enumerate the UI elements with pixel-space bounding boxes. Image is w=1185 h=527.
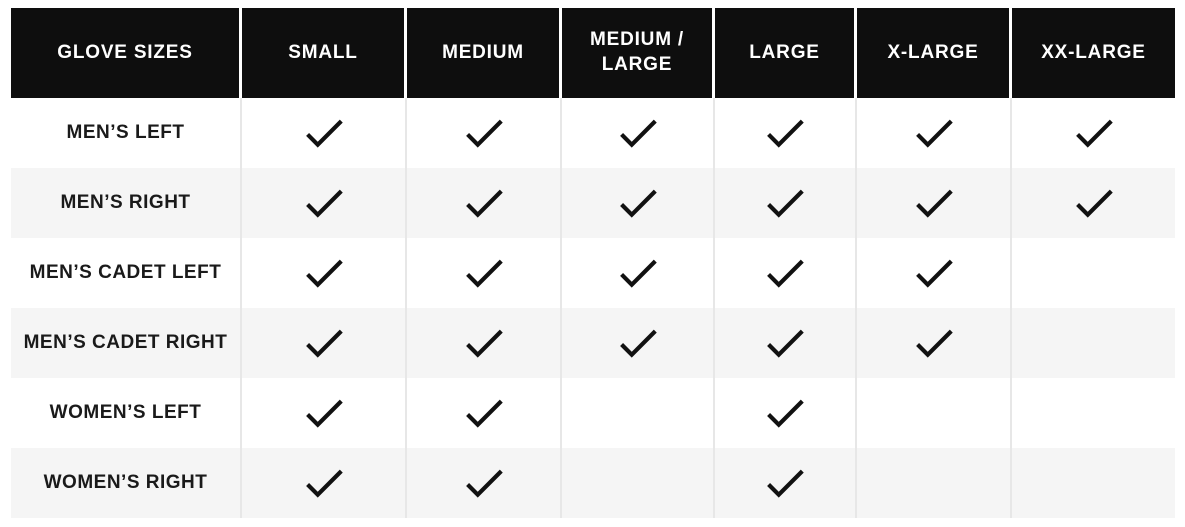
cell-womens-right-medium-large: [562, 448, 715, 518]
check-icon: [915, 119, 953, 148]
check-icon: [767, 399, 804, 428]
cell-mens-left-medium: [407, 98, 562, 168]
check-icon: [465, 259, 503, 288]
check-icon: [305, 469, 343, 498]
cell-mens-right-x-large: [857, 168, 1012, 238]
check-icon: [465, 329, 503, 358]
cell-womens-left-small: [242, 378, 407, 448]
check-icon: [1075, 119, 1113, 148]
cell-mens-cadet-left-small: [242, 238, 407, 308]
check-icon: [305, 399, 343, 428]
header-cell-small: SMALL: [242, 8, 407, 98]
row-label-mens-right: MEN’S RIGHT: [11, 168, 242, 238]
row-label-text: WOMEN’S LEFT: [49, 402, 202, 423]
cell-mens-cadet-left-xx-large: [1012, 238, 1175, 308]
cell-mens-right-medium-large: [562, 168, 715, 238]
row-label-text: MEN’S RIGHT: [60, 192, 191, 213]
check-icon: [767, 119, 804, 148]
cell-mens-left-medium-large: [562, 98, 715, 168]
header-cell-medium-large: MEDIUM / LARGE: [562, 8, 715, 98]
check-icon: [767, 329, 804, 358]
cell-mens-left-x-large: [857, 98, 1012, 168]
cell-womens-right-x-large: [857, 448, 1012, 518]
check-icon: [465, 399, 503, 428]
header-label-medium-large: MEDIUM / LARGE: [589, 29, 684, 75]
cell-mens-cadet-left-medium-large: [562, 238, 715, 308]
row-label-text: WOMEN’S RIGHT: [43, 472, 208, 493]
check-icon: [305, 329, 343, 358]
row-label-text: MEN’S CADET RIGHT: [23, 332, 228, 353]
header-label-large: LARGE: [749, 41, 820, 63]
header-label-x-large: X-LARGE: [887, 41, 979, 63]
check-icon: [619, 189, 657, 218]
check-icon: [767, 259, 804, 288]
header-label-small: SMALL: [288, 41, 358, 63]
header-cell-large: LARGE: [715, 8, 857, 98]
cell-womens-left-x-large: [857, 378, 1012, 448]
cell-womens-left-medium: [407, 378, 562, 448]
cell-womens-left-xx-large: [1012, 378, 1175, 448]
row-label-mens-cadet-right: MEN’S CADET RIGHT: [11, 308, 242, 378]
cell-mens-cadet-right-x-large: [857, 308, 1012, 378]
cell-mens-right-medium: [407, 168, 562, 238]
row-label-text: MEN’S CADET LEFT: [29, 262, 222, 283]
cell-mens-cadet-left-medium: [407, 238, 562, 308]
check-icon: [305, 119, 343, 148]
cell-mens-cadet-right-xx-large: [1012, 308, 1175, 378]
header-cell-xx-large: XX-LARGE: [1012, 8, 1175, 98]
cell-womens-right-small: [242, 448, 407, 518]
check-icon: [767, 189, 804, 218]
row-label-womens-right: WOMEN’S RIGHT: [11, 448, 242, 518]
check-icon: [915, 259, 953, 288]
header-label-xx-large: XX-LARGE: [1041, 41, 1146, 63]
cell-mens-cadet-right-medium-large: [562, 308, 715, 378]
header-cell-glove-sizes: GLOVE SIZES: [11, 8, 242, 98]
cell-womens-left-medium-large: [562, 378, 715, 448]
cell-mens-right-xx-large: [1012, 168, 1175, 238]
header-label-medium: MEDIUM: [442, 41, 524, 63]
row-label-womens-left: WOMEN’S LEFT: [11, 378, 242, 448]
header-label-glove-sizes: GLOVE SIZES: [57, 41, 193, 63]
glove-sizes-table: GLOVE SIZES SMALL MEDIUM MEDIUM / LARGE LARG…: [11, 8, 1175, 518]
check-icon: [915, 189, 953, 218]
header-cell-x-large: X-LARGE: [857, 8, 1012, 98]
check-icon: [1075, 189, 1113, 218]
cell-womens-right-medium: [407, 448, 562, 518]
cell-mens-left-xx-large: [1012, 98, 1175, 168]
check-icon: [305, 259, 343, 288]
cell-mens-left-large: [715, 98, 857, 168]
check-icon: [465, 469, 503, 498]
check-icon: [465, 189, 503, 218]
cell-womens-right-large: [715, 448, 857, 518]
check-icon: [619, 329, 657, 358]
row-label-mens-cadet-left: MEN’S CADET LEFT: [11, 238, 242, 308]
check-icon: [465, 119, 503, 148]
cell-mens-right-small: [242, 168, 407, 238]
cell-mens-left-small: [242, 98, 407, 168]
cell-mens-cadet-right-small: [242, 308, 407, 378]
cell-mens-cadet-left-large: [715, 238, 857, 308]
check-icon: [767, 469, 804, 498]
cell-mens-cadet-right-medium: [407, 308, 562, 378]
row-label-mens-left: MEN’S LEFT: [11, 98, 242, 168]
cell-mens-cadet-left-x-large: [857, 238, 1012, 308]
check-icon: [619, 119, 657, 148]
cell-womens-left-large: [715, 378, 857, 448]
check-icon: [915, 329, 953, 358]
check-icon: [619, 259, 657, 288]
header-cell-medium: MEDIUM: [407, 8, 562, 98]
cell-mens-right-large: [715, 168, 857, 238]
cell-womens-right-xx-large: [1012, 448, 1175, 518]
check-icon: [305, 189, 343, 218]
cell-mens-cadet-right-large: [715, 308, 857, 378]
row-label-text: MEN’S LEFT: [66, 122, 185, 143]
